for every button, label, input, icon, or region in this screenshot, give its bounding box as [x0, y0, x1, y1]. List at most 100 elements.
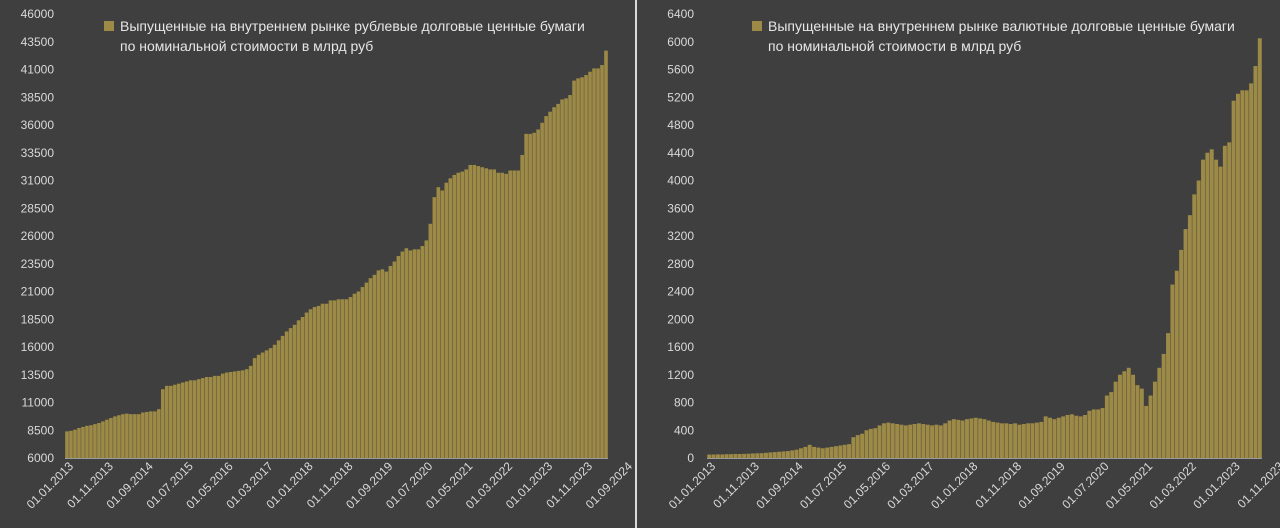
- bar: [432, 197, 437, 458]
- y-tick-label: 11000: [22, 396, 55, 410]
- bar: [1240, 90, 1245, 458]
- y-tick-label: 4000: [667, 174, 694, 188]
- bar: [1227, 142, 1232, 458]
- bar: [1170, 284, 1175, 458]
- bar: [228, 371, 233, 458]
- bar: [1091, 409, 1096, 458]
- bar: [1222, 145, 1227, 458]
- y-tick-label: 2000: [667, 312, 694, 326]
- y-tick-label: 43500: [21, 35, 55, 49]
- bar: [153, 411, 157, 458]
- bar: [180, 382, 185, 458]
- bar: [855, 435, 860, 458]
- bar: [101, 421, 105, 458]
- bar: [157, 409, 161, 458]
- bar: [816, 447, 821, 458]
- bar: [576, 78, 580, 458]
- bar: [1166, 333, 1171, 459]
- bar: [1249, 83, 1254, 459]
- bar: [794, 449, 799, 458]
- bar: [344, 299, 349, 458]
- y-tick-label: 33500: [21, 146, 55, 160]
- y-tick-label: 31000: [21, 174, 55, 188]
- bar: [360, 287, 365, 458]
- bar: [733, 453, 738, 458]
- bar: [890, 423, 895, 458]
- bar: [332, 300, 337, 458]
- bar: [1078, 416, 1083, 459]
- bar: [312, 307, 317, 458]
- bar: [544, 116, 548, 459]
- bar: [300, 317, 305, 458]
- bar: [1135, 385, 1140, 458]
- bar: [596, 68, 600, 458]
- bar: [212, 375, 217, 458]
- bar: [807, 444, 812, 458]
- bar: [1034, 422, 1039, 458]
- bar: [982, 419, 987, 458]
- fx-debt-chart-panel: 0 400 800 1200 1600 2000 2400 2800 3200 3600 4000 4…: [637, 0, 1280, 528]
- bar: [476, 166, 481, 458]
- y-tick-label: 8500: [27, 423, 54, 437]
- bar: [69, 430, 73, 458]
- bar: [272, 344, 277, 458]
- legend-label: Выпущенные на внутреннем рынке валютные …: [768, 18, 1235, 54]
- bar: [276, 340, 281, 458]
- bar: [877, 425, 882, 458]
- bar: [165, 385, 169, 458]
- bar: [934, 424, 939, 458]
- bar: [236, 370, 241, 458]
- bar: [416, 249, 421, 458]
- y-tick-label: 26000: [21, 229, 55, 243]
- bar: [886, 422, 891, 458]
- bar: [488, 169, 493, 458]
- bar: [404, 248, 409, 458]
- bar: [1231, 100, 1236, 458]
- bar: [1205, 152, 1210, 458]
- bar: [1013, 423, 1018, 458]
- bar: [121, 414, 125, 458]
- bar: [820, 448, 825, 458]
- bar: [1065, 414, 1070, 458]
- bar: [248, 365, 253, 458]
- y-tick-label: 4400: [667, 146, 694, 160]
- bar: [292, 324, 297, 458]
- y-tick-label: 1600: [667, 340, 694, 354]
- bar: [925, 424, 930, 458]
- y-tick-label: 38500: [21, 90, 55, 104]
- x-tick-label: 01.01.2013: [666, 459, 719, 512]
- bar: [1218, 166, 1223, 459]
- bar: [161, 389, 165, 458]
- bar-series: [65, 50, 608, 459]
- bar: [742, 453, 747, 458]
- bar: [1139, 388, 1144, 459]
- bar: [125, 413, 129, 458]
- bar: [256, 354, 261, 458]
- bar: [1096, 409, 1101, 458]
- bar: [768, 452, 773, 458]
- bar: [1192, 194, 1197, 459]
- bar: [772, 452, 777, 458]
- bar: [440, 190, 445, 459]
- bar: [938, 425, 943, 458]
- bar: [192, 380, 197, 458]
- bar: [396, 255, 401, 458]
- bar: [1043, 416, 1048, 459]
- ruble-debt-chart-panel: 6000 8500 11000 13500 16000 18500 21000 23500 26…: [0, 0, 635, 528]
- bar: [77, 428, 81, 458]
- bar: [528, 133, 532, 458]
- bar: [1021, 424, 1026, 458]
- bar: [224, 372, 229, 458]
- bar: [1196, 180, 1201, 458]
- bar: [464, 169, 469, 458]
- y-tick-label: 1200: [667, 368, 694, 382]
- legend-swatch: [752, 21, 762, 31]
- bar: [137, 414, 141, 458]
- bar: [750, 453, 755, 458]
- bar: [472, 164, 477, 458]
- bar: [113, 416, 117, 459]
- bar: [532, 132, 536, 458]
- bar: [93, 424, 97, 458]
- bar: [173, 384, 177, 458]
- bar: [268, 348, 273, 458]
